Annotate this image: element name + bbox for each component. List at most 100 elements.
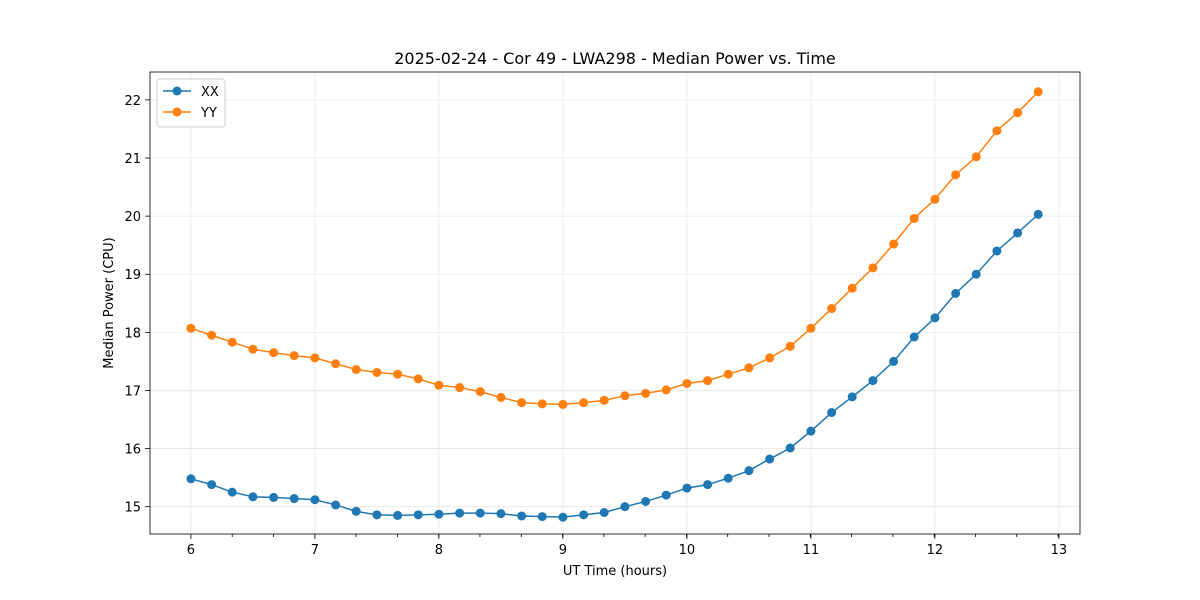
y-tick-label: 20 (124, 210, 141, 225)
y-tick-label: 19 (124, 268, 141, 283)
series-layer (186, 87, 1043, 522)
legend-yy-marker (172, 107, 182, 117)
series-yy-point (475, 387, 485, 397)
x-tick-label: 13 (1051, 543, 1068, 558)
series-yy-point (517, 398, 527, 408)
legend-xx-label: XX (201, 85, 219, 100)
series-yy-point (661, 385, 671, 395)
series-xx-point (785, 443, 795, 453)
series-yy-point (847, 283, 857, 293)
series-yy-point (393, 369, 403, 379)
series-yy-point (889, 239, 899, 249)
series-yy-point (909, 213, 919, 223)
series-yy-point (682, 378, 692, 388)
series-yy-point (620, 391, 630, 401)
series-yy-point (413, 374, 423, 384)
series-yy-point (785, 341, 795, 351)
series-xx-point (186, 474, 196, 484)
plot-frame (149, 71, 1081, 535)
series-xx-point (248, 492, 258, 502)
y-tick-label: 15 (124, 501, 141, 516)
series-yy-point (372, 367, 382, 377)
series-xx-point (847, 392, 857, 402)
y-tick-label: 18 (124, 326, 141, 341)
x-tick-label: 7 (311, 543, 319, 558)
series-yy-point (579, 398, 589, 408)
x-tick-label: 11 (803, 543, 820, 558)
series-xx-point (207, 480, 217, 490)
chart-title: 2025-02-24 - Cor 49 - LWA298 - Median Po… (394, 49, 836, 68)
series-xx-point (372, 510, 382, 520)
legend-yy-label: YY (200, 106, 217, 121)
series-xx-point (413, 510, 423, 520)
series-yy-point (227, 337, 237, 347)
series-xx-point (744, 466, 754, 476)
series-xx-point (682, 483, 692, 493)
series-xx-point (496, 509, 506, 519)
series-xx-point (930, 313, 940, 323)
series-xx-point (331, 500, 341, 510)
series-xx-point (641, 496, 651, 506)
series-xx-point (393, 510, 403, 520)
y-tick-label: 17 (124, 384, 141, 399)
series-xx-point (434, 509, 444, 519)
series-xx-point (661, 490, 671, 500)
series-xx-point (310, 495, 320, 505)
series-yy-point (186, 323, 196, 333)
series-xx-point (455, 508, 465, 518)
series-yy-point (1013, 108, 1023, 118)
series-xx-point (537, 512, 547, 522)
legend: XX YY (156, 78, 226, 128)
series-xx-point (1013, 228, 1023, 238)
series-yy-point (537, 399, 547, 409)
series-yy-point (971, 152, 981, 162)
series-yy-point (289, 351, 299, 361)
series-yy-point (703, 376, 713, 386)
series-yy-point (723, 369, 733, 379)
series-yy-point (1033, 87, 1043, 97)
series-yy-point (806, 323, 816, 333)
y-axis-label: Median Power (CPU) (102, 237, 117, 368)
series-xx-point (558, 512, 568, 522)
series-xx-point (703, 480, 713, 490)
series-xx-point (351, 506, 361, 516)
series-xx-point (227, 487, 237, 497)
x-tick-label: 12 (927, 543, 944, 558)
series-yy-point (558, 399, 568, 409)
series-yy-point (248, 344, 258, 354)
series-yy-point (868, 263, 878, 273)
series-xx-point (806, 426, 816, 436)
series-xx-point (269, 492, 279, 502)
series-yy-point (744, 363, 754, 373)
legend-xx-marker (172, 86, 182, 96)
y-axis: 15 16 17 18 19 20 21 22 (124, 94, 150, 516)
series-xx-point (909, 332, 919, 342)
series-yy-point (310, 353, 320, 363)
series-xx-point (868, 376, 878, 386)
x-axis: 6 7 8 9 10 11 12 13 (187, 534, 1067, 558)
series-yy-point (951, 170, 961, 180)
series-xx-point (517, 511, 527, 521)
series-xx-point (475, 508, 485, 518)
y-tick-label: 16 (124, 443, 141, 458)
series-yy-point (930, 194, 940, 204)
y-tick-label: 22 (124, 94, 141, 109)
series-xx-point (620, 502, 630, 512)
y-tick-label: 21 (124, 152, 141, 167)
series-yy-point (331, 359, 341, 369)
series-xx-point (971, 269, 981, 279)
series-yy-point (496, 392, 506, 402)
series-yy-point (765, 353, 775, 363)
x-tick-label: 10 (679, 543, 696, 558)
x-tick-label: 9 (559, 543, 567, 558)
series-yy-point (207, 330, 217, 340)
x-axis-label: UT Time (hours) (563, 564, 667, 579)
series-yy-point (455, 383, 465, 393)
series-yy-point (599, 395, 609, 405)
series-xx-point (951, 288, 961, 298)
series-yy-point (827, 304, 837, 314)
series-xx-point (723, 473, 733, 483)
series-xx-point (289, 494, 299, 504)
series-yy-point (351, 365, 361, 375)
